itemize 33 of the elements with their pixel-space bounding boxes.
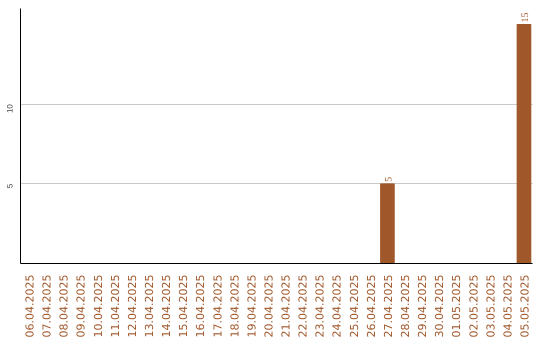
x-tick-label: 30.04.2025 [433, 274, 446, 338]
x-tick-label: 24.04.2025 [330, 274, 344, 338]
x-tick-label: 14.04.2025 [160, 274, 174, 338]
data-label: 15 [520, 12, 531, 22]
x-tick-label: 17.04.2025 [211, 274, 224, 338]
x-tick-label: 18.04.2025 [228, 274, 242, 338]
x-tick-label: 22.04.2025 [296, 274, 310, 338]
x-tick-label: 19.04.2025 [245, 274, 258, 338]
x-tick-label: 10.04.2025 [92, 274, 105, 338]
x-tick-label: 09.04.2025 [74, 274, 88, 338]
x-tick-label: 08.04.2025 [58, 274, 71, 338]
x-tick-label: 05.05.2025 [518, 274, 532, 338]
x-tick-label: 02.05.2025 [467, 274, 480, 338]
x-tick-label: 29.04.2025 [416, 274, 430, 338]
x-tick-label: 11.04.2025 [108, 274, 122, 338]
x-tick-label: 27.04.2025 [382, 274, 395, 338]
x-tick-label: 28.04.2025 [399, 274, 412, 338]
x-tick-label: 26.04.2025 [364, 274, 378, 338]
y-tick-label: 10 [6, 104, 14, 114]
x-tick-label: 04.05.2025 [501, 274, 514, 338]
x-tick-label: 23.04.2025 [314, 274, 327, 338]
x-tick-label: 12.04.2025 [126, 274, 139, 338]
x-tick-label: 03.05.2025 [484, 274, 498, 338]
x-tick-label: 13.04.2025 [143, 274, 156, 338]
x-tick-label: 15.04.2025 [177, 274, 190, 338]
x-tick-label: 20.04.2025 [262, 274, 276, 338]
x-tick-label: 25.04.2025 [348, 274, 361, 338]
x-tick-label: 01.05.2025 [450, 274, 464, 338]
x-tick-label: 07.04.2025 [40, 274, 54, 338]
x-tick-label: 16.04.2025 [194, 274, 208, 338]
x-tick-label: 21.04.2025 [280, 274, 293, 338]
data-label: 5 [383, 176, 394, 182]
x-tick-label: 06.04.2025 [24, 274, 37, 338]
